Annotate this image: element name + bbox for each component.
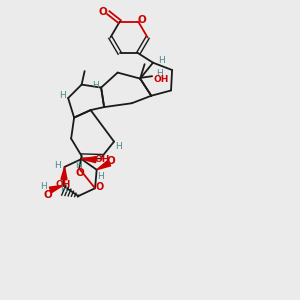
Polygon shape bbox=[97, 160, 111, 170]
Text: OH: OH bbox=[153, 75, 169, 84]
Text: H: H bbox=[59, 91, 65, 100]
Text: O: O bbox=[107, 156, 116, 166]
Text: OH: OH bbox=[94, 154, 110, 164]
Text: O: O bbox=[96, 182, 104, 192]
Text: OH: OH bbox=[56, 180, 71, 189]
Text: H: H bbox=[75, 161, 82, 170]
Text: O: O bbox=[98, 7, 107, 17]
Text: H: H bbox=[156, 69, 162, 78]
Text: O: O bbox=[137, 15, 146, 25]
Text: H: H bbox=[40, 182, 47, 191]
Text: H: H bbox=[54, 161, 61, 170]
Text: H: H bbox=[115, 142, 122, 152]
Polygon shape bbox=[50, 185, 63, 193]
Polygon shape bbox=[61, 167, 67, 180]
Polygon shape bbox=[81, 157, 96, 163]
Text: H: H bbox=[60, 185, 67, 194]
Text: H: H bbox=[92, 81, 99, 90]
Text: H: H bbox=[97, 172, 104, 181]
Text: O: O bbox=[44, 190, 52, 200]
Text: H: H bbox=[158, 56, 165, 65]
Text: O: O bbox=[76, 168, 85, 178]
